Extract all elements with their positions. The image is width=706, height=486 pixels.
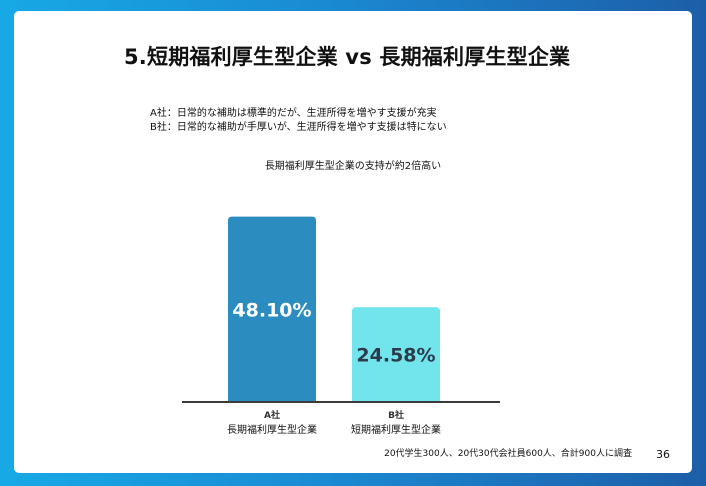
survey-footnote: 20代学生300人、20代30代会社員600人、合計900人に調査 (384, 449, 632, 459)
description-company-a: A社：日常的な補助は標準的だが、生涯所得を増やす支援が充実 (150, 108, 437, 119)
slide-title: 5.短期福利厚生型企業 vs 長期福利厚生型企業 (124, 45, 571, 69)
bar-company-b (352, 307, 440, 402)
category-type-company-a: 長期福利厚生型企業 (227, 423, 317, 436)
description-company-b: B社：日常的な補助が手厚いが、生涯所得を増やす支援は特にない (150, 122, 447, 133)
data-label-company-a: 48.10% (232, 299, 311, 321)
chart-title: 長期福利厚生型企業の支持が約2倍高い (264, 161, 442, 172)
category-type-company-b: 短期福利厚生型企業 (351, 423, 441, 436)
category-label-company-a: A社 (264, 409, 280, 421)
bar-company-a (228, 216, 316, 402)
page-number: 36 (656, 448, 670, 461)
slide-panel: 5.短期福利厚生型企業 vs 長期福利厚生型企業 A社：日常的な補助は標準的だが… (14, 11, 692, 473)
data-label-company-b: 24.58% (356, 345, 435, 367)
company-descriptions: A社：日常的な補助は標準的だが、生涯所得を増やす支援が充実 B社：日常的な補助が… (150, 107, 447, 135)
category-label-company-b: B社 (388, 409, 404, 421)
